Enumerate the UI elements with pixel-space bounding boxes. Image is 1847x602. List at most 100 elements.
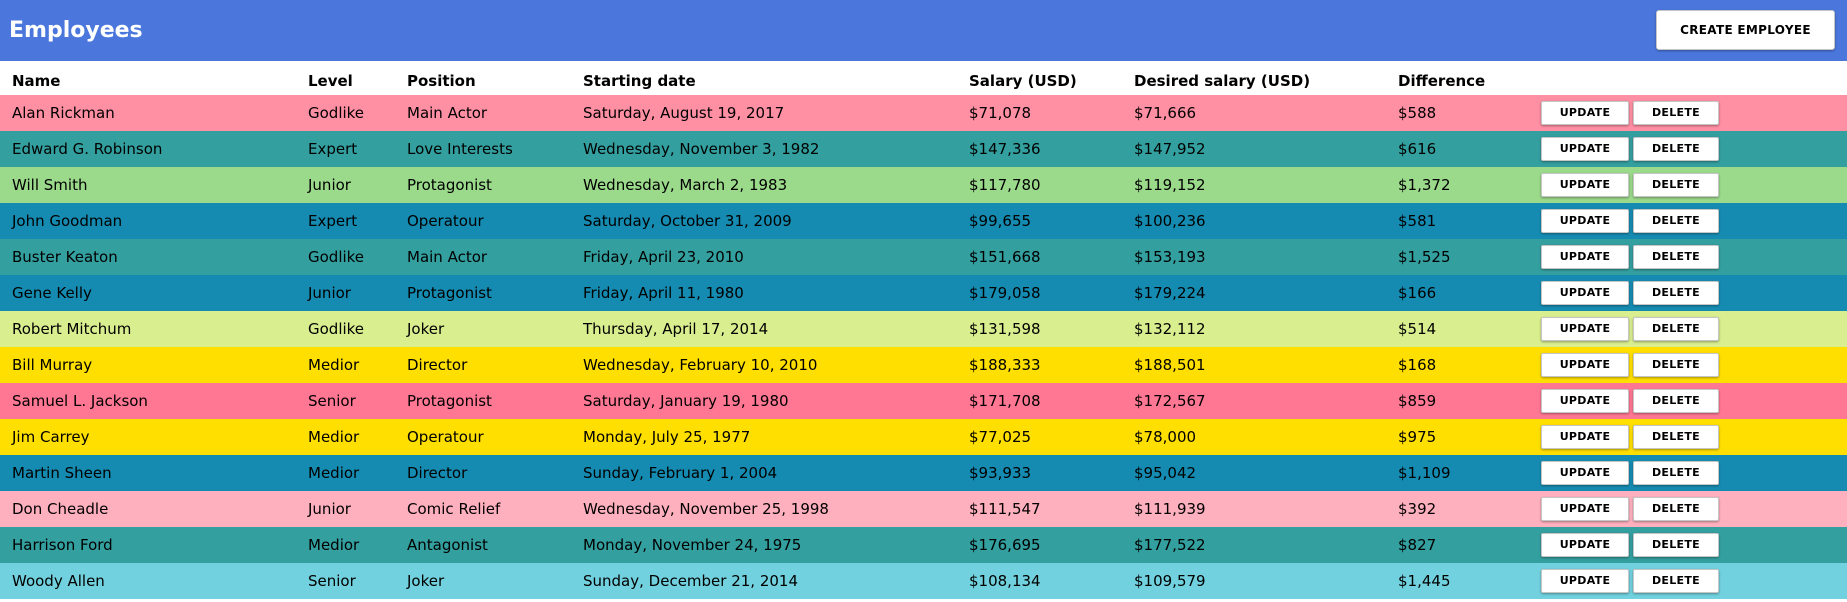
table-row: John Goodman Expert Operatour Saturday, Oct… xyxy=(0,203,1847,239)
cell-difference: $1,109 xyxy=(1398,464,1451,482)
cell-salary: $108,134 xyxy=(969,572,1041,590)
cell-difference: $859 xyxy=(1398,392,1437,410)
delete-button[interactable]: DELETE xyxy=(1633,461,1719,485)
update-button[interactable]: UPDATE xyxy=(1541,497,1629,521)
cell-level: Junior xyxy=(308,176,351,194)
table-row: Bill Murray Medior Director Wednesday, Febr… xyxy=(0,347,1847,383)
cell-name: Martin Sheen xyxy=(12,464,112,482)
cell-name: Harrison Ford xyxy=(12,536,113,554)
cell-name: Woody Allen xyxy=(12,572,105,590)
table-row: Woody Allen Senior Joker Sunday, December 2… xyxy=(0,563,1847,599)
cell-desired-salary: $188,501 xyxy=(1134,356,1206,374)
cell-salary: $71,078 xyxy=(969,104,1032,122)
delete-button[interactable]: DELETE xyxy=(1633,317,1719,341)
column-header-name: Name xyxy=(12,72,61,90)
delete-button[interactable]: DELETE xyxy=(1633,137,1719,161)
delete-button[interactable]: DELETE xyxy=(1633,173,1719,197)
update-button[interactable]: UPDATE xyxy=(1541,461,1629,485)
table-header: Name Level Position Starting date Salary… xyxy=(0,61,1847,95)
cell-position: Joker xyxy=(407,320,445,338)
cell-starting-date: Saturday, August 19, 2017 xyxy=(583,104,785,122)
table-row: Robert Mitchum Godlike Joker Thursday, Apri… xyxy=(0,311,1847,347)
delete-button[interactable]: DELETE xyxy=(1633,101,1719,125)
cell-starting-date: Saturday, October 31, 2009 xyxy=(583,212,792,230)
cell-level: Junior xyxy=(308,500,351,518)
update-button[interactable]: UPDATE xyxy=(1541,353,1629,377)
cell-starting-date: Friday, April 11, 1980 xyxy=(583,284,744,302)
cell-difference: $588 xyxy=(1398,104,1437,122)
cell-starting-date: Wednesday, March 2, 1983 xyxy=(583,176,788,194)
page-title: Employees xyxy=(9,18,143,43)
create-employee-button[interactable]: CREATE EMPLOYEE xyxy=(1656,10,1835,50)
cell-difference: $514 xyxy=(1398,320,1437,338)
cell-level: Senior xyxy=(308,392,356,410)
cell-position: Antagonist xyxy=(407,536,488,554)
update-button[interactable]: UPDATE xyxy=(1541,569,1629,593)
table-row: Buster Keaton Godlike Main Actor Friday, Ap… xyxy=(0,239,1847,275)
table-row: Don Cheadle Junior Comic Relief Wednesday, … xyxy=(0,491,1847,527)
cell-level: Senior xyxy=(308,572,356,590)
update-button[interactable]: UPDATE xyxy=(1541,245,1629,269)
cell-name: Samuel L. Jackson xyxy=(12,392,148,410)
cell-starting-date: Monday, November 24, 1975 xyxy=(583,536,802,554)
table-row: Samuel L. Jackson Senior Protagonist Saturd… xyxy=(0,383,1847,419)
update-button[interactable]: UPDATE xyxy=(1541,173,1629,197)
update-button[interactable]: UPDATE xyxy=(1541,101,1629,125)
column-header-level: Level xyxy=(308,72,353,90)
cell-name: Bill Murray xyxy=(12,356,93,374)
cell-desired-salary: $95,042 xyxy=(1134,464,1197,482)
cell-position: Protagonist xyxy=(407,176,492,194)
cell-starting-date: Wednesday, November 25, 1998 xyxy=(583,500,829,518)
cell-level: Medior xyxy=(308,464,360,482)
app-header: Employees CREATE EMPLOYEE xyxy=(0,0,1847,61)
cell-level: Medior xyxy=(308,428,360,446)
cell-desired-salary: $71,666 xyxy=(1134,104,1197,122)
cell-desired-salary: $172,567 xyxy=(1134,392,1206,410)
table-row: Alan Rickman Godlike Main Actor Saturday, A… xyxy=(0,95,1847,131)
table-row: Martin Sheen Medior Director Sunday, Februa… xyxy=(0,455,1847,491)
delete-button[interactable]: DELETE xyxy=(1633,389,1719,413)
cell-starting-date: Sunday, February 1, 2004 xyxy=(583,464,778,482)
update-button[interactable]: UPDATE xyxy=(1541,389,1629,413)
cell-starting-date: Sunday, December 21, 2014 xyxy=(583,572,799,590)
update-button[interactable]: UPDATE xyxy=(1541,137,1629,161)
cell-level: Godlike xyxy=(308,248,365,266)
cell-position: Protagonist xyxy=(407,392,492,410)
cell-difference: $168 xyxy=(1398,356,1437,374)
delete-button[interactable]: DELETE xyxy=(1633,245,1719,269)
cell-starting-date: Saturday, January 19, 1980 xyxy=(583,392,789,410)
delete-button[interactable]: DELETE xyxy=(1633,533,1719,557)
cell-salary: $117,780 xyxy=(969,176,1041,194)
cell-salary: $188,333 xyxy=(969,356,1041,374)
update-button[interactable]: UPDATE xyxy=(1541,281,1629,305)
cell-difference: $1,372 xyxy=(1398,176,1451,194)
update-button[interactable]: UPDATE xyxy=(1541,317,1629,341)
delete-button[interactable]: DELETE xyxy=(1633,497,1719,521)
cell-salary: $176,695 xyxy=(969,536,1041,554)
cell-position: Joker xyxy=(407,572,445,590)
delete-button[interactable]: DELETE xyxy=(1633,569,1719,593)
update-button[interactable]: UPDATE xyxy=(1541,425,1629,449)
delete-button[interactable]: DELETE xyxy=(1633,281,1719,305)
cell-desired-salary: $100,236 xyxy=(1134,212,1206,230)
update-button[interactable]: UPDATE xyxy=(1541,533,1629,557)
delete-button[interactable]: DELETE xyxy=(1633,425,1719,449)
cell-salary: $151,668 xyxy=(969,248,1041,266)
cell-desired-salary: $109,579 xyxy=(1134,572,1206,590)
cell-starting-date: Wednesday, November 3, 1982 xyxy=(583,140,820,158)
cell-desired-salary: $78,000 xyxy=(1134,428,1197,446)
delete-button[interactable]: DELETE xyxy=(1633,209,1719,233)
cell-name: Robert Mitchum xyxy=(12,320,132,338)
employee-table-body: Alan Rickman Godlike Main Actor Saturday, A… xyxy=(0,95,1847,599)
delete-button[interactable]: DELETE xyxy=(1633,353,1719,377)
cell-difference: $1,445 xyxy=(1398,572,1451,590)
cell-desired-salary: $177,522 xyxy=(1134,536,1206,554)
column-header-salary: Salary (USD) xyxy=(969,72,1077,90)
update-button[interactable]: UPDATE xyxy=(1541,209,1629,233)
cell-starting-date: Wednesday, February 10, 2010 xyxy=(583,356,818,374)
cell-position: Protagonist xyxy=(407,284,492,302)
cell-level: Junior xyxy=(308,284,351,302)
cell-name: Buster Keaton xyxy=(12,248,118,266)
cell-name: Jim Carrey xyxy=(12,428,90,446)
